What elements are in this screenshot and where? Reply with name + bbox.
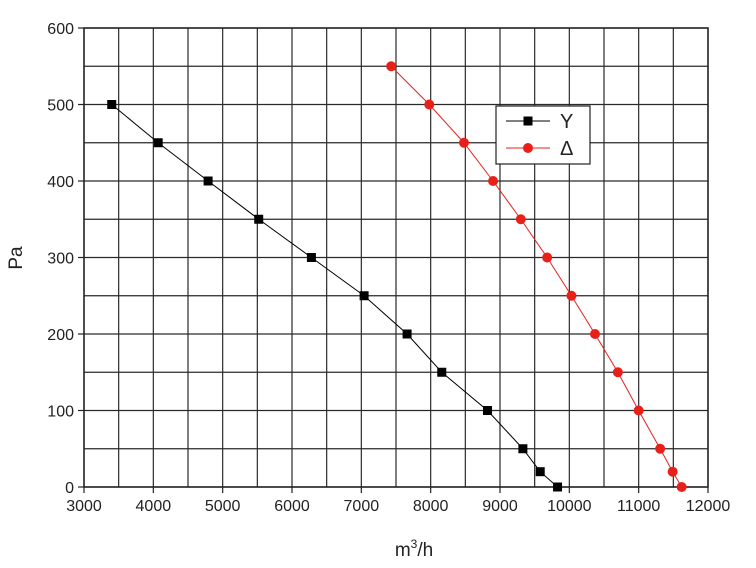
data-point-delta bbox=[633, 405, 644, 416]
x-tick-label: 10000 bbox=[547, 498, 592, 515]
y-tick-label: 0 bbox=[65, 480, 74, 497]
legend-marker-delta bbox=[523, 143, 533, 153]
y-tick-label: 600 bbox=[47, 21, 74, 38]
data-point-delta bbox=[515, 214, 526, 225]
data-point-delta bbox=[566, 290, 577, 301]
x-axis-label-sup: 3 bbox=[411, 537, 418, 551]
data-point-y bbox=[107, 100, 117, 109]
data-point-y bbox=[553, 482, 563, 492]
data-point-y bbox=[483, 406, 493, 415]
x-tick-label: 12000 bbox=[686, 498, 731, 515]
x-tick-label: 5000 bbox=[205, 498, 241, 515]
data-point-y bbox=[359, 291, 369, 301]
data-point-delta bbox=[655, 443, 666, 454]
x-tick-label: 11000 bbox=[617, 498, 660, 515]
data-point-y bbox=[153, 138, 163, 148]
y-tick-label: 400 bbox=[47, 174, 74, 191]
data-point-delta bbox=[488, 176, 499, 186]
y-tick-label: 200 bbox=[47, 327, 74, 344]
data-point-y bbox=[254, 214, 264, 224]
data-point-delta bbox=[589, 329, 600, 339]
x-tick-label: 3000 bbox=[66, 498, 102, 515]
legend-box bbox=[495, 105, 591, 165]
y-axis-label: Pa bbox=[6, 246, 27, 270]
data-point-y bbox=[306, 253, 316, 262]
x-axis-label-base: m bbox=[395, 540, 411, 561]
legend-marker-y bbox=[523, 116, 533, 126]
data-point-delta bbox=[458, 137, 469, 148]
data-point-y bbox=[402, 329, 412, 339]
legend: Y Δ bbox=[495, 105, 591, 165]
x-axis-label: m3/h bbox=[395, 537, 433, 561]
x-tick-label: 4000 bbox=[136, 498, 172, 515]
data-point-delta bbox=[424, 99, 435, 110]
data-point-delta bbox=[386, 61, 397, 72]
grid bbox=[83, 27, 709, 488]
x-tick-label: 9000 bbox=[482, 498, 518, 515]
x-tick-label: 8000 bbox=[413, 498, 449, 515]
data-point-delta bbox=[676, 482, 687, 492]
x-axis-label-suffix: /h bbox=[417, 540, 433, 561]
data-point-y bbox=[203, 176, 213, 186]
data-point-delta bbox=[667, 466, 678, 477]
x-tick-label: 6000 bbox=[274, 498, 310, 515]
x-axis-ticks: 3000 4000 5000 6000 7000 8000 9000 10000 11000 12… bbox=[66, 487, 730, 515]
y-tick-label: 100 bbox=[47, 404, 74, 421]
y-axis-ticks: 0 100 200 300 400 500 600 bbox=[47, 21, 84, 497]
series bbox=[107, 61, 687, 492]
data-point-delta bbox=[612, 367, 623, 378]
legend-label-y: Y bbox=[560, 111, 573, 133]
x-tick-label: 7000 bbox=[344, 498, 380, 515]
y-tick-label: 300 bbox=[47, 251, 74, 268]
y-tick-label: 500 bbox=[47, 98, 74, 115]
data-point-y bbox=[437, 367, 447, 377]
data-point-delta bbox=[542, 252, 553, 263]
data-point-y bbox=[518, 444, 528, 454]
data-point-y bbox=[535, 467, 545, 477]
legend-label-delta: Δ bbox=[560, 138, 573, 160]
